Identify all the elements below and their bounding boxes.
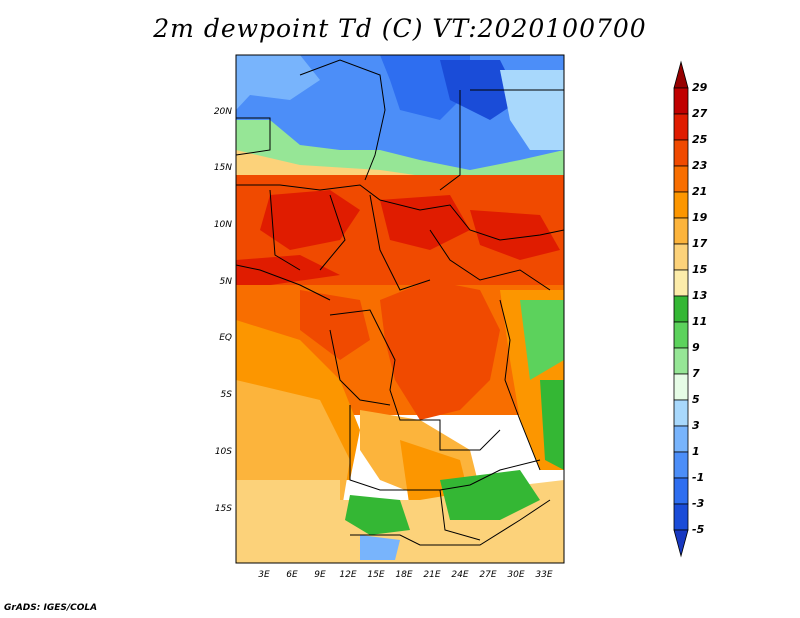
lat-label: 15S	[215, 504, 232, 514]
colorbar-segment	[673, 113, 689, 141]
colorbar-segment	[673, 347, 689, 375]
colorbar-segment	[673, 165, 689, 193]
lon-label: 27E	[479, 570, 496, 580]
colorbar-segment	[673, 399, 689, 427]
lat-label: 10S	[215, 447, 232, 457]
colorbar-label: 13	[692, 289, 708, 302]
lat-label: 15N	[214, 163, 232, 173]
lon-label: 15E	[367, 570, 384, 580]
colorbar-label: 19	[692, 211, 708, 224]
colorbar-label: 15	[692, 263, 708, 276]
colorbar-segment	[673, 321, 689, 349]
colorbar-label: 3	[692, 419, 700, 432]
colorbar-segment	[673, 243, 689, 271]
colorbar-label: 25	[692, 133, 708, 146]
colorbar-label: 27	[692, 107, 708, 120]
colorbar-segment	[673, 503, 689, 531]
lat-label: 10N	[214, 220, 232, 230]
lat-label: 20N	[214, 107, 232, 117]
colorbar-label: 21	[692, 185, 707, 198]
lon-label: 12E	[339, 570, 356, 580]
lon-label: 9E	[314, 570, 326, 580]
grads-credit: GrADS: IGES/COLA	[4, 603, 98, 613]
lon-label: 3E	[258, 570, 270, 580]
lon-label: 24E	[451, 570, 468, 580]
congo-basin-region	[380, 280, 500, 420]
colorbar-label: 5	[692, 393, 700, 406]
colorbar-segment	[673, 60, 689, 89]
longitude-axis: 3E 6E 9E 12E 15E 18E 21E 24E 27E 30E 33E	[258, 570, 553, 580]
map-title: 2m dewpoint Td (C) VT:2020100700	[153, 14, 647, 43]
lon-label: 18E	[395, 570, 412, 580]
country-borders	[235, 54, 565, 564]
lat-label: 5S	[221, 390, 233, 400]
colorbar-segment	[673, 425, 689, 453]
colorbar-label: 23	[692, 159, 708, 172]
colorbar-segment	[673, 217, 689, 245]
lon-label: 21E	[423, 570, 440, 580]
colorbar-label: 7	[692, 367, 700, 380]
colorbar-label: 11	[692, 315, 707, 328]
colorbar-segment	[673, 373, 689, 401]
colorbar-labels: 29 27 25 23 21 19 17 15 13 11 9 7 5 3 1 …	[692, 81, 708, 536]
latitude-axis: 20N 15N 10N 5N EQ 5S 10S 15S	[214, 107, 232, 514]
colorbar-label: 9	[692, 341, 700, 354]
colorbar-segment	[673, 529, 689, 558]
lon-label: 30E	[507, 570, 524, 580]
colorbar-label: -5	[692, 523, 705, 536]
colorbar-label: 29	[692, 81, 708, 94]
lat-label: EQ	[219, 333, 232, 343]
colorbar-segment	[673, 295, 689, 323]
colorbar-segment	[673, 477, 689, 505]
colorbar-label: -1	[692, 471, 704, 484]
colorbar-segment	[673, 451, 689, 479]
colorbar-label: 17	[692, 237, 708, 250]
colorbar-segment	[673, 87, 689, 115]
colorbar-segment	[673, 269, 689, 297]
lon-label: 6E	[286, 570, 298, 580]
colorbar	[673, 60, 689, 558]
colorbar-segment	[673, 139, 689, 167]
dewpoint-field	[236, 55, 564, 563]
colorbar-label: 1	[692, 445, 700, 458]
lon-label: 33E	[535, 570, 552, 580]
colorbar-label: -3	[692, 497, 705, 510]
colorbar-segment	[673, 191, 689, 219]
lat-label: 5N	[220, 277, 233, 287]
